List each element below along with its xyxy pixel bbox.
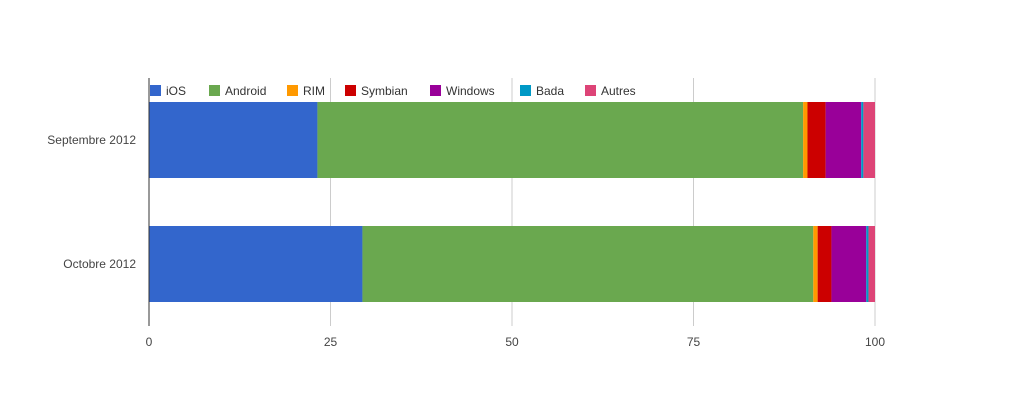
bar-android-0 [317, 102, 804, 178]
bar-autres-1 [868, 226, 875, 302]
category-label: Octobre 2012 [63, 257, 136, 271]
bar-symbian-0 [807, 102, 826, 178]
bar-rim-0 [803, 102, 808, 178]
legend: iOS Android RIM Symbian Windows Bada Autres [150, 84, 636, 98]
bar-ios-0 [149, 102, 318, 178]
x-tick-label: 75 [687, 335, 701, 349]
legend-item-bada: Bada [520, 84, 564, 98]
bar-symbian-1 [817, 226, 832, 302]
legend-swatch [345, 85, 356, 96]
x-tick-label: 50 [505, 335, 519, 349]
bar-bada-0 [861, 102, 864, 178]
x-tick-label: 0 [146, 335, 153, 349]
x-tick-label: 25 [324, 335, 338, 349]
legend-swatch [287, 85, 298, 96]
bars [149, 102, 875, 302]
legend-label: Symbian [361, 84, 408, 98]
x-tick-label: 100 [865, 335, 885, 349]
legend-item-symbian: Symbian [345, 84, 408, 98]
bar-windows-1 [831, 226, 867, 302]
bar-autres-0 [863, 102, 875, 178]
legend-swatch [520, 85, 531, 96]
bar-rim-1 [813, 226, 818, 302]
legend-swatch [209, 85, 220, 96]
legend-swatch [585, 85, 596, 96]
bar-windows-0 [825, 102, 862, 178]
legend-label: Autres [601, 84, 636, 98]
legend-label: Bada [536, 84, 564, 98]
legend-label: Windows [446, 84, 495, 98]
legend-item-windows: Windows [430, 84, 495, 98]
legend-label: RIM [303, 84, 325, 98]
bar-ios-1 [149, 226, 363, 302]
legend-item-ios: iOS [150, 84, 186, 98]
bar-bada-1 [866, 226, 869, 302]
legend-swatch [430, 85, 441, 96]
axes: 0 25 50 75 100 Septembre 2012 Octobre 2012 [47, 78, 885, 349]
bar-android-1 [362, 226, 814, 302]
legend-item-autres: Autres [585, 84, 636, 98]
legend-item-android: Android [209, 84, 266, 98]
legend-label: Android [225, 84, 266, 98]
legend-label: iOS [166, 84, 186, 98]
legend-swatch [150, 85, 161, 96]
category-label: Septembre 2012 [47, 133, 136, 147]
legend-item-rim: RIM [287, 84, 325, 98]
